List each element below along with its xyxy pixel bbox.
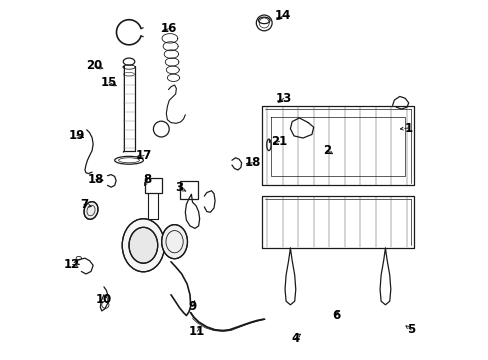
Text: 3: 3 bbox=[175, 181, 183, 194]
Ellipse shape bbox=[84, 202, 98, 219]
Text: 6: 6 bbox=[331, 309, 339, 322]
Text: 19: 19 bbox=[68, 129, 85, 142]
Ellipse shape bbox=[122, 219, 164, 272]
Text: 15: 15 bbox=[101, 76, 117, 89]
Ellipse shape bbox=[162, 225, 187, 259]
Text: 18: 18 bbox=[244, 156, 260, 169]
Text: 2: 2 bbox=[322, 144, 330, 157]
Text: 7: 7 bbox=[80, 198, 88, 211]
Text: 21: 21 bbox=[271, 135, 287, 148]
Text: 9: 9 bbox=[188, 300, 196, 313]
Text: 11: 11 bbox=[189, 325, 205, 338]
Bar bbox=[144, 178, 162, 193]
Text: 14: 14 bbox=[274, 9, 291, 22]
Text: 13: 13 bbox=[275, 92, 291, 105]
Ellipse shape bbox=[129, 227, 158, 263]
Text: 18: 18 bbox=[87, 173, 103, 186]
Text: 16: 16 bbox=[160, 22, 176, 35]
Text: 5: 5 bbox=[407, 323, 414, 336]
Text: 1: 1 bbox=[404, 122, 411, 135]
Text: 4: 4 bbox=[291, 332, 299, 345]
Text: 17: 17 bbox=[136, 149, 152, 162]
Text: 12: 12 bbox=[63, 258, 80, 271]
Text: 8: 8 bbox=[143, 173, 151, 186]
Text: 20: 20 bbox=[86, 59, 102, 72]
Bar bbox=[180, 181, 198, 199]
Text: 10: 10 bbox=[96, 293, 112, 306]
